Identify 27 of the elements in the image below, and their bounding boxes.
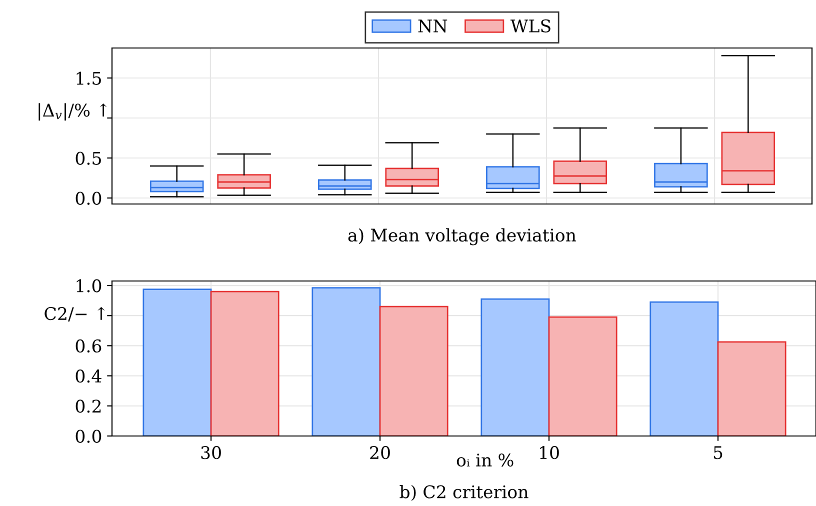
text: b) C2 criterion — [400, 484, 528, 501]
x-tick-label: 10 — [540, 446, 559, 460]
bar — [312, 287, 381, 436]
bar — [480, 298, 550, 436]
y-axis-title: |Δ$_{v}$|/% ↑ — [38, 103, 107, 121]
y-tick-label: 0.2 — [76, 400, 101, 413]
bar — [650, 301, 719, 436]
y-tick-label: 0.0 — [76, 430, 102, 443]
y-tick-label: 1.5 — [76, 72, 101, 85]
x-tick-label: 20 — [370, 446, 390, 460]
y-tick-label: 0.0 — [76, 192, 102, 205]
legend-label: WLS — [510, 19, 550, 32]
bar — [379, 306, 448, 436]
x-tick-label: 30 — [201, 446, 221, 460]
x-axis-title: oᵢ in % — [456, 453, 514, 467]
legend-label: NN — [418, 20, 448, 32]
y-tick-label: 0.6 — [76, 339, 102, 353]
bar — [142, 288, 212, 436]
y-tick-label: 0.4 — [76, 370, 102, 383]
bar — [548, 316, 618, 436]
x-tick-label: 5 — [714, 446, 722, 460]
y-axis-title: C2/− ↑ — [44, 306, 105, 322]
y-tick-label: 1.0 — [76, 279, 102, 292]
text: a) Mean voltage deviation — [348, 228, 576, 246]
bar — [717, 341, 786, 436]
y-tick-label: 0.5 — [76, 152, 101, 165]
bar — [210, 290, 280, 436]
